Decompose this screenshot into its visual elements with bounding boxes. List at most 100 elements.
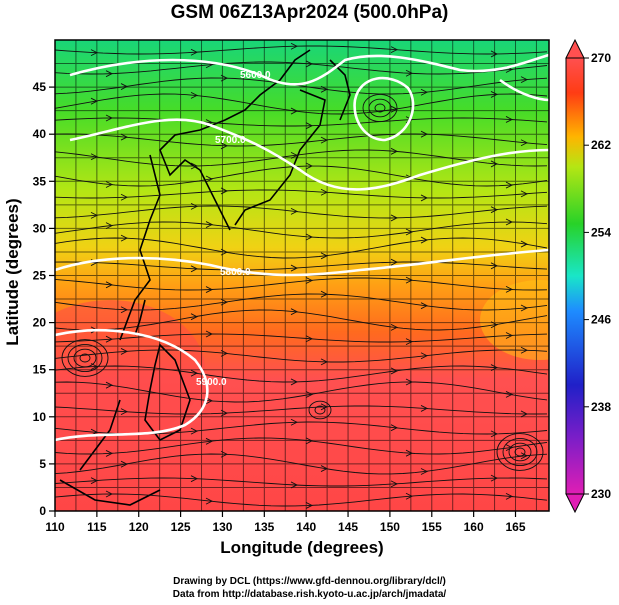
streamline-arrow (290, 308, 299, 316)
streamline-arrow (520, 304, 529, 312)
streamline-arrow (305, 162, 314, 170)
x-tick-label: 165 (505, 520, 525, 534)
streamline-arrow (220, 450, 229, 458)
streamline-arrow (305, 233, 314, 241)
streamline-arrow (90, 477, 99, 485)
streamline-arrow (105, 70, 114, 78)
colorbar-tick-label: 262 (591, 138, 611, 152)
streamline-arrow (120, 460, 129, 468)
contour-label-5800: 5800.0 (220, 267, 251, 278)
streamline-arrow (205, 330, 214, 338)
streamline-arrow (190, 48, 199, 56)
streamline-arrow (220, 409, 229, 417)
streamline-arrow (205, 397, 214, 405)
streamline-arrow (105, 114, 114, 122)
streamline-arrow (420, 130, 429, 138)
streamline-arrow (420, 468, 429, 475)
streamline (55, 405, 548, 415)
streamline-arrow (505, 116, 514, 123)
streamline-arrow (390, 258, 399, 266)
streamline-arrow (305, 277, 314, 284)
streamline-arrow (390, 480, 399, 488)
streamline-arrow (405, 449, 414, 457)
streamline (55, 381, 548, 403)
streamline-arrow (290, 264, 299, 272)
streamline-arrow (405, 378, 414, 386)
streamline-arrow (290, 107, 299, 115)
streamline (55, 453, 548, 475)
colorbar-tick-label: 254 (591, 225, 611, 239)
vortex-swirl (308, 400, 332, 420)
contour-5800 (55, 248, 549, 277)
streamline-arrow (90, 211, 99, 219)
streamline-arrow (520, 240, 529, 248)
streamline-arrow (320, 358, 329, 366)
streamline-arrow (320, 188, 329, 196)
streamline-arrow (290, 207, 299, 215)
streamline-arrow (105, 222, 114, 230)
colorbar-tick-label: 230 (591, 487, 611, 501)
streamline-arrow (190, 369, 199, 377)
vortex-swirl (514, 447, 526, 457)
streamline-arrow (305, 391, 314, 398)
streamline-arrow (105, 281, 114, 289)
streamline-arrow (505, 390, 514, 398)
streamline-arrow (220, 248, 229, 256)
y-tick-label: 15 (33, 363, 47, 377)
contour-5700 (69, 118, 549, 191)
streamline-arrow (190, 475, 199, 483)
streamline-arrow (205, 175, 214, 183)
streamline-arrow (405, 69, 414, 77)
streamline (55, 309, 548, 331)
streamline-arrow (490, 474, 499, 482)
streamline (55, 45, 548, 55)
streamline-arrow (320, 85, 329, 93)
streamline-arrow (320, 136, 329, 144)
y-tick-label: 5 (39, 457, 46, 471)
streamline (55, 61, 548, 75)
streamline-arrow (305, 437, 314, 445)
streamline-arrow (490, 91, 499, 98)
contour-label-5600: 5600.0 (240, 70, 271, 81)
cold-region-east (480, 280, 549, 360)
streamline-arrow (420, 302, 429, 310)
x-tick-label: 125 (171, 520, 191, 534)
streamline-arrow (490, 160, 499, 168)
streamline-arrow (290, 151, 299, 159)
streamline (55, 93, 548, 115)
streamline-arrow (505, 444, 514, 452)
streamline-arrow (405, 228, 414, 236)
x-tick-label: 140 (296, 520, 316, 534)
vortex-swirl (61, 339, 109, 377)
streamline (55, 261, 548, 271)
streamline-arrow (190, 202, 199, 210)
streamline-arrow (190, 313, 199, 321)
y-tick-label: 0 (39, 504, 46, 518)
colorbar: 270 262 254 246 238 230 (565, 38, 611, 514)
streamline-arrow (520, 190, 529, 198)
y-tick-label: 25 (33, 269, 47, 283)
streamline-arrow (120, 83, 129, 90)
streamline (55, 149, 548, 167)
vortex-swirl (73, 348, 97, 368)
streamline-arrow (305, 122, 314, 130)
streamline (55, 221, 548, 239)
y-tick-label: 40 (33, 127, 47, 141)
vortex-swirl (362, 93, 398, 123)
streamline-arrow (220, 298, 229, 306)
streamline-arrow (505, 218, 514, 226)
streamline-arrow (220, 142, 229, 150)
streamline-arrow (490, 321, 499, 329)
coastlines (59, 49, 351, 506)
streamline-arrow (520, 76, 529, 84)
wind-streamlines (55, 42, 548, 509)
vortex-swirl (508, 442, 532, 462)
streamline-arrow (420, 236, 429, 244)
y-tick-label: 30 (33, 221, 47, 235)
contour-5900 (55, 329, 209, 442)
streamline-arrow (205, 437, 214, 445)
y-axis-label: Latitude (degrees) (3, 198, 22, 346)
y-tick-label: 20 (33, 316, 47, 330)
streamline (55, 365, 548, 383)
